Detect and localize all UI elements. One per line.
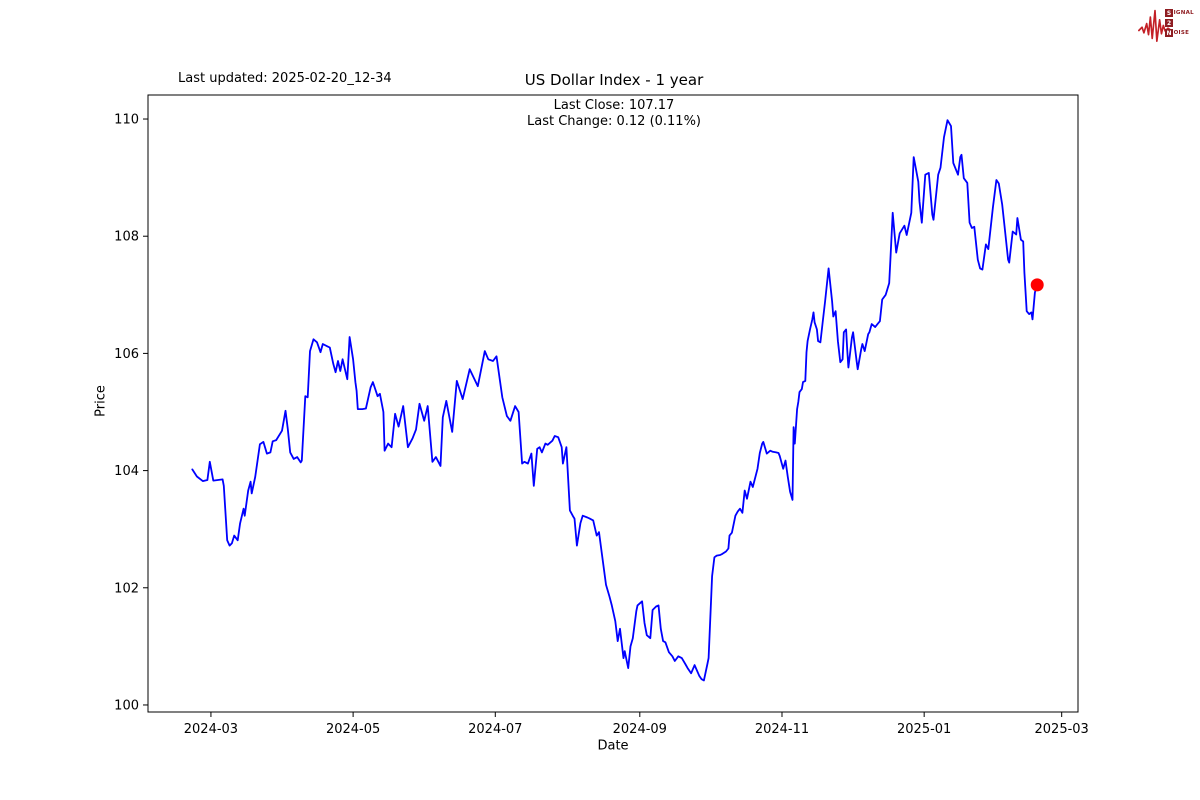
- x-tick-label: 2024-03: [184, 722, 238, 737]
- last-close-marker: [1030, 278, 1044, 292]
- last-close-annotation: Last Close: 107.17 Last Change: 0.12 (0.…: [527, 98, 701, 130]
- y-tick-label: 100: [114, 698, 139, 713]
- logo-text: S IGNAL 2 N OISE: [1165, 8, 1194, 38]
- x-tick-label: 2024-09: [613, 722, 667, 737]
- y-tick-label: 102: [114, 581, 139, 596]
- logo-text-oise: OISE: [1173, 30, 1190, 36]
- x-tick-label: 2025-03: [1035, 722, 1089, 737]
- last-change-line: Last Change: 0.12 (0.11%): [526, 114, 702, 129]
- x-axis-label: Date: [597, 738, 629, 754]
- plot-border: [147, 94, 1079, 713]
- x-tick-label: 2024-07: [468, 722, 522, 737]
- logo-row-noise: N OISE: [1165, 28, 1194, 38]
- logo-letter-box-n: N: [1165, 29, 1174, 37]
- signal2noise-logo: S IGNAL 2 N OISE: [1138, 3, 1194, 45]
- y-axis-label: Price: [93, 385, 109, 417]
- y-tick-label: 104: [114, 464, 139, 479]
- last-close-line: Last Close: 107.17: [553, 98, 675, 113]
- logo-row-2: 2: [1165, 18, 1194, 28]
- chart-title: US Dollar Index - 1 year: [524, 71, 704, 89]
- logo-letter-box-s: S: [1165, 9, 1174, 17]
- waveform-icon: [1138, 9, 1172, 42]
- y-tick-label: 106: [114, 347, 139, 362]
- logo-row-signal: S IGNAL: [1165, 8, 1194, 18]
- x-tick-label: 2024-11: [755, 722, 809, 737]
- logo-letter-box-2: 2: [1165, 19, 1174, 27]
- y-tick-label: 110: [114, 113, 139, 128]
- last-updated-text: Last updated: 2025-02-20_12-34: [178, 71, 392, 86]
- price-line: [191, 119, 1039, 682]
- x-tick-label: 2024-05: [326, 722, 380, 737]
- y-tick-label: 108: [114, 230, 139, 245]
- logo-text-ignal: IGNAL: [1173, 10, 1194, 16]
- x-tick-label: 2025-01: [897, 722, 951, 737]
